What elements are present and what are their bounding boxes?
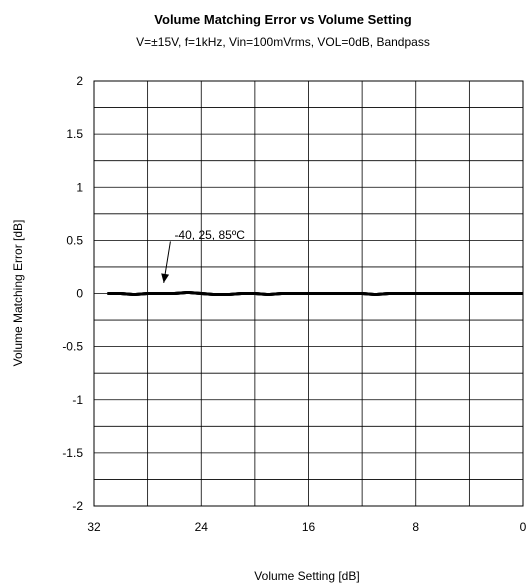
y-tick-label: -0.5	[62, 340, 83, 354]
y-tick-label: -1.5	[62, 446, 83, 460]
series-line-3	[107, 290, 523, 297]
y-tick-label: -1	[72, 393, 83, 407]
x-tick-labels: 32 24 16 8 0	[87, 520, 526, 534]
x-tick-label: 16	[302, 520, 316, 534]
y-axis-label: Volume Matching Error [dB]	[11, 220, 25, 367]
y-tick-label: 0	[76, 287, 83, 301]
x-tick-label: 24	[195, 520, 209, 534]
x-tick-label: 32	[87, 520, 101, 534]
y-tick-label: -2	[72, 499, 83, 513]
annotation-arrowhead	[161, 273, 170, 283]
plot-area	[93, 80, 524, 507]
y-tick-label: 2	[76, 74, 83, 88]
y-tick-label: 0.5	[66, 233, 83, 247]
annotation-label: -40, 25, 85ºC	[174, 228, 245, 242]
y-tick-label: 1.5	[66, 127, 83, 141]
x-axis-label: Volume Setting [dB]	[254, 569, 359, 583]
chart-subtitle: V=±15V, f=1kHz, Vin=100mVrms, VOL=0dB, B…	[136, 35, 430, 49]
y-tick-labels: 2 1.5 1 0.5 0 -0.5 -1 -1.5 -2	[62, 74, 83, 513]
x-tick-label: 0	[520, 520, 527, 534]
x-tick-label: 8	[412, 520, 419, 534]
chart-title: Volume Matching Error vs Volume Setting	[154, 12, 411, 27]
y-tick-label: 1	[76, 180, 83, 194]
series-layer	[107, 290, 523, 297]
annotation: -40, 25, 85ºC	[161, 228, 245, 283]
